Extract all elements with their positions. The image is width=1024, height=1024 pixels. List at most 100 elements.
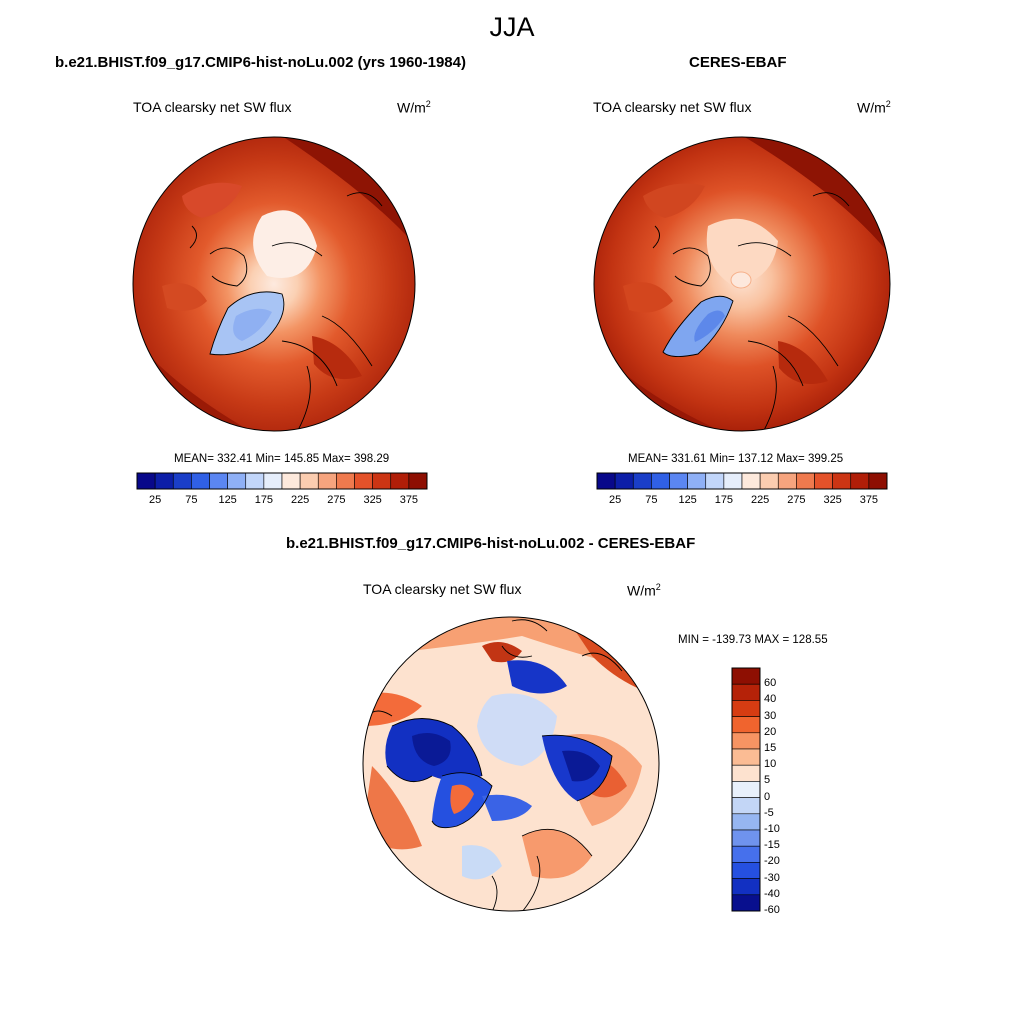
diff-minmax: MIN = -139.73 MAX = 128.55: [678, 634, 828, 646]
colorbar-swatch: [731, 748, 761, 766]
colorbar-swatch: [731, 732, 761, 750]
colorbar-swatch: [731, 700, 761, 717]
colorbar-swatch: [299, 472, 319, 490]
panel-1-stats: MEAN= 332.41 Min= 145.85 Max= 398.29: [174, 453, 390, 465]
panel-2-units: W/m2: [857, 99, 891, 116]
colorbar-swatch: [191, 472, 210, 490]
colorbar-tick-label: -20: [764, 855, 780, 868]
panel-2-colorbar-ticks: 25 75 125 175 225 275 325 375: [597, 494, 887, 508]
colorbar-swatch: [705, 472, 725, 490]
colorbar-swatch: [731, 716, 761, 734]
colorbar-swatch: [596, 472, 616, 490]
colorbar-tick-label: -10: [764, 823, 780, 835]
panel-2-title: CERES-EBAF: [689, 54, 787, 71]
colorbar-swatch: [731, 845, 761, 863]
colorbar-tick-label: 60: [764, 677, 777, 690]
colorbar-swatch: [632, 472, 652, 490]
colorbar-tick-label: 25: [149, 494, 162, 506]
colorbar-swatch: [281, 472, 301, 490]
colorbar-swatch: [731, 781, 761, 798]
colorbar-tick-label: 40: [764, 693, 777, 706]
colorbar-swatch: [263, 472, 283, 490]
panel-1-subtitle: TOA clearsky net SW flux: [133, 99, 292, 115]
colorbar-tick-label: 10: [764, 758, 777, 771]
colorbar-swatch: [868, 472, 888, 490]
colorbar-tick-label: 75: [185, 494, 198, 506]
colorbar-tick-label: 175: [254, 494, 274, 506]
colorbar-tick-label: 0: [764, 790, 771, 803]
diff-units: W/m2: [627, 582, 661, 599]
colorbar-swatch: [669, 472, 688, 490]
colorbar-swatch: [227, 472, 247, 490]
panel-1-colorbar-ticks: 25 75 125 175 225 275 325 375: [137, 494, 427, 508]
colorbar-tick-label: 325: [823, 494, 842, 506]
colorbar-tick-label: 225: [750, 494, 770, 506]
colorbar-swatch: [850, 472, 870, 490]
colorbar-tick-label: -5: [764, 806, 774, 819]
colorbar-swatch: [741, 472, 761, 490]
colorbar-swatch: [723, 472, 743, 490]
colorbar-swatch: [172, 472, 192, 490]
colorbar-swatch: [651, 472, 670, 490]
panel-2-subtitle: TOA clearsky net SW flux: [593, 99, 752, 115]
colorbar-swatch: [731, 667, 761, 685]
colorbar-swatch: [731, 683, 761, 701]
colorbar-tick-label: 275: [327, 494, 346, 506]
panel-1-colorbar: [136, 472, 428, 490]
colorbar-swatch: [832, 472, 852, 490]
colorbar-swatch: [317, 472, 337, 490]
colorbar-tick-label: 125: [678, 494, 697, 506]
colorbar-swatch: [154, 472, 174, 490]
colorbar-swatch: [372, 472, 392, 490]
diff-colorbar: [731, 667, 761, 912]
colorbar-tick-label: -30: [764, 871, 780, 884]
colorbar-swatch: [209, 472, 228, 490]
colorbar-swatch: [245, 472, 265, 490]
colorbar-tick-label: 25: [609, 494, 622, 506]
colorbar-tick-label: 125: [218, 494, 237, 506]
season-title: JJA: [489, 12, 535, 42]
colorbar-tick-label: 175: [714, 494, 734, 506]
panel-2-map: [593, 136, 891, 432]
colorbar-tick-label: 30: [764, 709, 777, 722]
colorbar-tick-label: 325: [363, 494, 382, 506]
diff-map: [362, 616, 660, 912]
panel-1-units: W/m2: [397, 99, 431, 116]
colorbar-swatch: [731, 797, 761, 815]
colorbar-tick-label: -15: [764, 839, 780, 852]
colorbar-swatch: [354, 472, 373, 490]
colorbar-swatch: [731, 764, 761, 782]
colorbar-tick-label: 375: [859, 494, 879, 506]
colorbar-swatch: [731, 862, 761, 879]
panel-2-colorbar: [596, 472, 888, 490]
colorbar-swatch: [814, 472, 833, 490]
colorbar-tick-label: 20: [764, 725, 777, 738]
colorbar-swatch: [777, 472, 797, 490]
diff-subtitle: TOA clearsky net SW flux: [363, 581, 522, 597]
panel-2-stats: MEAN= 331.61 Min= 137.12 Max= 399.25: [628, 453, 844, 465]
colorbar-swatch: [390, 472, 410, 490]
diff-colorbar-ticks: 60 40 30 20 15 10 5 0 -5 -10 -15 -20 -30 -40 -60: [764, 668, 804, 916]
colorbar-swatch: [796, 472, 815, 490]
colorbar-swatch: [408, 472, 428, 490]
colorbar-tick-label: 75: [645, 494, 658, 506]
colorbar-swatch: [614, 472, 634, 490]
colorbar-tick-label: 15: [764, 742, 777, 754]
colorbar-tick-label: 5: [764, 774, 771, 787]
colorbar-tick-label: -60: [764, 904, 780, 916]
colorbar-swatch: [731, 894, 761, 912]
colorbar-swatch: [687, 472, 707, 490]
colorbar-tick-label: 225: [290, 494, 310, 506]
colorbar-swatch: [759, 472, 779, 490]
colorbar-swatch: [731, 813, 761, 831]
colorbar-swatch: [136, 472, 156, 490]
colorbar-tick-label: -40: [764, 887, 780, 900]
colorbar-swatch: [336, 472, 355, 490]
panel-1-map: [132, 136, 416, 432]
colorbar-swatch: [731, 878, 761, 896]
colorbar-tick-label: 375: [399, 494, 419, 506]
colorbar-swatch: [731, 829, 761, 847]
colorbar-tick-label: 275: [787, 494, 806, 506]
diff-title: b.e21.BHIST.f09_g17.CMIP6-hist-noLu.002 …: [286, 535, 696, 552]
panel-1-title: b.e21.BHIST.f09_g17.CMIP6-hist-noLu.002 …: [55, 54, 466, 71]
